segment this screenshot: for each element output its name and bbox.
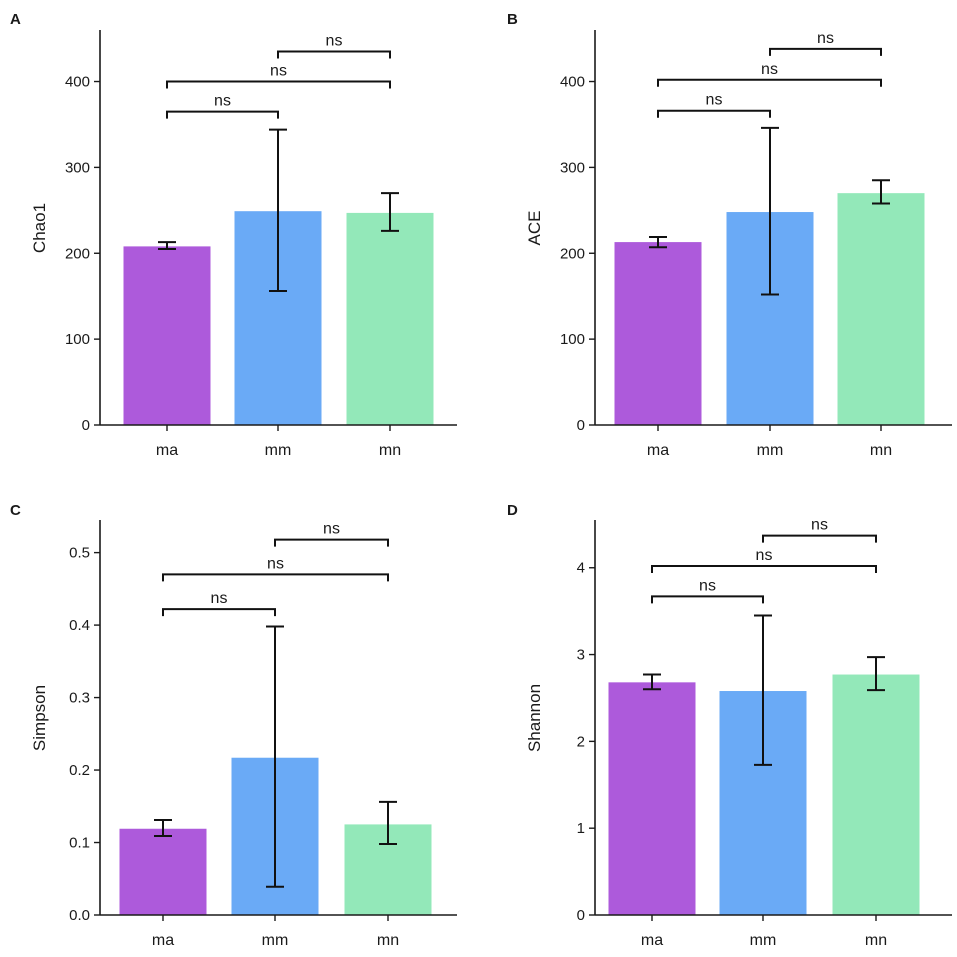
y-tick-label: 300 — [560, 159, 585, 176]
x-tick-label-mm: mm — [262, 932, 289, 949]
y-tick-label: 0 — [82, 417, 90, 434]
significance-label: ns — [323, 521, 340, 538]
significance-label: ns — [270, 63, 287, 80]
y-tick-label: 0.2 — [69, 762, 90, 779]
significance-bracket — [277, 50, 391, 59]
chart-panel-b: B ACE 0 100 200 300 400 ma mm mn ns ns ns — [507, 11, 952, 459]
significance-label: ns — [761, 61, 778, 78]
y-tick-label: 0.1 — [69, 835, 90, 852]
significance-label: ns — [706, 92, 723, 109]
panel-label: B — [507, 11, 518, 28]
bar-mn — [837, 193, 925, 425]
y-tick-label: 3 — [577, 647, 585, 664]
bar-ma — [614, 242, 702, 425]
significance-bracket — [274, 538, 389, 547]
significance-label: ns — [811, 517, 828, 534]
bar-mn — [346, 212, 434, 425]
significance-label: ns — [214, 93, 231, 110]
significance-label: ns — [699, 577, 716, 594]
significance-bracket — [651, 595, 764, 604]
y-tick-label: 1 — [577, 820, 585, 837]
significance-label: ns — [211, 590, 228, 607]
y-tick-label: 200 — [65, 245, 90, 262]
significance-bracket — [651, 565, 877, 574]
significance-label: ns — [326, 32, 343, 49]
y-tick-label: 300 — [65, 159, 90, 176]
x-tick-label-ma: ma — [647, 442, 669, 459]
y-tick-label: 0.4 — [69, 617, 90, 634]
y-tick-label: 0.5 — [69, 545, 90, 562]
y-axis-label: ACE — [525, 211, 544, 246]
y-tick-label: 100 — [65, 331, 90, 348]
significance-bracket — [166, 80, 391, 89]
y-tick-label: 0.0 — [69, 907, 90, 924]
y-axis-label: Simpson — [30, 685, 49, 751]
x-tick-label-mm: mm — [757, 442, 784, 459]
chart-panel-d: D Shannon 0 1 2 3 4 ma mm mn ns ns ns — [507, 502, 952, 949]
significance-bracket — [162, 608, 276, 617]
y-axis-label: Shannon — [525, 684, 544, 752]
significance-bracket — [769, 47, 882, 56]
y-tick-label: 400 — [65, 74, 90, 91]
significance-bracket — [657, 109, 771, 118]
panel-label: A — [10, 11, 21, 28]
x-tick-label-mn: mn — [870, 442, 892, 459]
x-tick-label-ma: ma — [641, 932, 663, 949]
x-tick-label-mn: mn — [865, 932, 887, 949]
panel-label: C — [10, 502, 21, 519]
bar-ma — [119, 828, 207, 915]
y-axis-label: Chao1 — [30, 203, 49, 253]
x-tick-label-ma: ma — [156, 442, 178, 459]
significance-label: ns — [817, 30, 834, 47]
y-tick-label: 4 — [577, 560, 585, 577]
significance-bracket — [762, 534, 877, 543]
x-tick-label-ma: ma — [152, 932, 174, 949]
significance-bracket — [166, 110, 279, 119]
significance-label: ns — [756, 547, 773, 564]
significance-label: ns — [267, 555, 284, 572]
panel-label: D — [507, 502, 518, 519]
significance-bracket — [657, 78, 882, 87]
significance-bracket — [162, 573, 389, 582]
y-tick-label: 100 — [560, 331, 585, 348]
y-tick-label: 0.3 — [69, 690, 90, 707]
y-tick-label: 200 — [560, 245, 585, 262]
bar-ma — [608, 682, 696, 915]
y-tick-label: 0 — [577, 417, 585, 434]
bar-mn — [832, 674, 920, 915]
chart-panel-a: A Chao1 0 100 200 300 400 ma mm mn ns ns ns — [10, 11, 457, 459]
x-tick-label-mn: mn — [377, 932, 399, 949]
x-tick-label-mm: mm — [265, 442, 292, 459]
y-tick-label: 2 — [577, 733, 585, 750]
y-tick-label: 0 — [577, 907, 585, 924]
bar-ma — [123, 246, 211, 425]
y-tick-label: 400 — [560, 74, 585, 91]
chart-panel-c: C Simpson 0.0 0.1 0.2 0.3 0.4 0.5 ma mm mn ns ns ns — [10, 502, 457, 949]
x-tick-label-mm: mm — [750, 932, 777, 949]
x-tick-label-mn: mn — [379, 442, 401, 459]
